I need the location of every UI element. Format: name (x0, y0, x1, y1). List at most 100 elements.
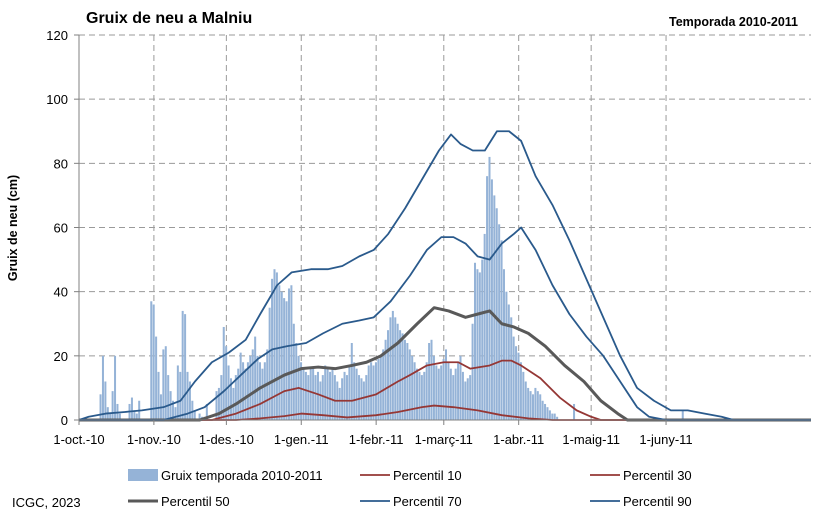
snow-depth-bar (181, 310, 184, 420)
snow-depth-bar (167, 375, 170, 420)
legend-label: Gruix temporada 2010-2011 (161, 468, 323, 483)
snow-depth-bar (452, 375, 455, 420)
snow-depth-bar (345, 375, 348, 420)
snow-depth-bar (287, 288, 290, 420)
snow-depth-bar (302, 368, 305, 420)
snow-depth-bar (440, 365, 443, 420)
snow-depth-bar (500, 240, 503, 420)
chart-subtitle: Temporada 2010-2011 (669, 15, 798, 29)
snow-depth-bar (464, 381, 467, 420)
snow-depth-bar (471, 323, 474, 420)
snow-depth-bar (312, 368, 315, 420)
snow-depth-bar (164, 346, 167, 420)
snow-depth-bar (512, 336, 515, 420)
snow-depth-bar (544, 403, 547, 420)
snow-depth-bar (220, 375, 223, 420)
snow-depth-bar (425, 362, 428, 420)
snow-depth-bar (483, 233, 486, 420)
snow-depth-bar (510, 317, 513, 420)
snow-depth-bar (326, 368, 329, 420)
snow-depth-bar (408, 349, 411, 420)
bar-series (99, 156, 684, 420)
snow-depth-bar (155, 336, 158, 420)
snow-depth-bar (152, 304, 155, 420)
snow-depth-bar (348, 365, 351, 420)
x-tick-label: 1-nov.-10 (127, 432, 181, 447)
x-tick-label: 1-des.-10 (199, 432, 254, 447)
series-line-percentil-30 (79, 359, 811, 421)
snow-depth-bar (372, 365, 375, 420)
snow-depth-bar (379, 355, 382, 420)
snow-depth-bar (384, 339, 387, 420)
x-tick-label: 1-maig-11 (562, 432, 620, 447)
snow-depth-bar (553, 413, 556, 420)
snow-depth-bar (519, 362, 522, 420)
snow-depth-bar (239, 352, 242, 420)
snow-depth-bar (355, 368, 358, 420)
snow-depth-bar (186, 371, 189, 420)
credit-text: ICGC, 2023 (12, 495, 81, 510)
snow-depth-bar (481, 259, 484, 420)
snow-depth-bar (290, 285, 293, 420)
snow-depth-bar (416, 368, 419, 420)
snow-depth-bar (135, 413, 138, 420)
snow-depth-bar (430, 339, 433, 420)
y-tick-label: 0 (61, 413, 68, 428)
y-tick-label: 60 (54, 221, 68, 236)
snow-depth-bar (445, 349, 448, 420)
snow-depth-bar (341, 378, 344, 420)
snow-depth-bar (454, 368, 457, 420)
snow-depth-bar (169, 391, 172, 420)
snow-depth-bar (314, 375, 317, 420)
snow-depth-bar (101, 355, 104, 420)
snow-depth-bar (258, 362, 261, 420)
snow-depth-bar (447, 362, 450, 420)
snow-depth-bar (522, 371, 525, 420)
snow-depth-bar (517, 352, 520, 420)
snow-depth-bar (273, 269, 276, 420)
snow-depth-bar (681, 410, 684, 420)
snow-depth-bar (237, 368, 240, 420)
snow-depth-bar (391, 310, 394, 420)
snow-depth-bar (502, 269, 505, 420)
snow-depth-bar (99, 394, 102, 420)
x-tick-label: 1-gen.-11 (274, 432, 329, 447)
y-axis-label: Gruix de neu (cm) (6, 175, 20, 281)
snow-depth-bar (394, 317, 397, 420)
snow-depth-bar (406, 343, 409, 420)
x-tick-label: 1-abr.-11 (493, 432, 544, 447)
snow-depth-bar (331, 368, 334, 420)
legend-label: Percentil 30 (623, 468, 692, 483)
snow-depth-bar (304, 371, 307, 420)
snow-depth-bar (300, 362, 303, 420)
snow-depth-bar (362, 381, 365, 420)
snow-depth-bar (411, 355, 414, 420)
snow-depth-bar (466, 378, 469, 420)
snow-depth-bar (198, 413, 201, 420)
x-tick-label: 1-juny-11 (639, 432, 692, 447)
snow-depth-bar (246, 362, 249, 420)
snow-depth-bar (225, 346, 228, 420)
snow-depth-bar (205, 403, 208, 420)
snow-depth-bar (459, 355, 462, 420)
snow-depth-bar (401, 333, 404, 420)
snow-depth-bar (486, 176, 489, 420)
snow-depth-bar (536, 391, 539, 420)
snow-depth-bar (505, 291, 508, 420)
snow-depth-bar (573, 403, 576, 420)
snow-depth-bar (469, 375, 472, 420)
snow-depth-bar (242, 362, 245, 420)
snow-depth-bar (478, 272, 481, 420)
snow-depth-bar (215, 391, 218, 420)
snow-depth-bar (507, 304, 510, 420)
snow-depth-bar (118, 413, 121, 420)
series-line-percentil-90 (78, 130, 811, 421)
snow-depth-bar (111, 391, 114, 420)
snow-depth-bar (539, 394, 542, 420)
snow-depth-bar (420, 375, 423, 420)
y-tick-label: 40 (54, 285, 68, 300)
series-line-percentil-70 (79, 226, 811, 421)
y-tick-label: 20 (54, 349, 68, 364)
y-tick-label: 100 (46, 92, 68, 107)
snow-depth-bar (449, 368, 452, 420)
